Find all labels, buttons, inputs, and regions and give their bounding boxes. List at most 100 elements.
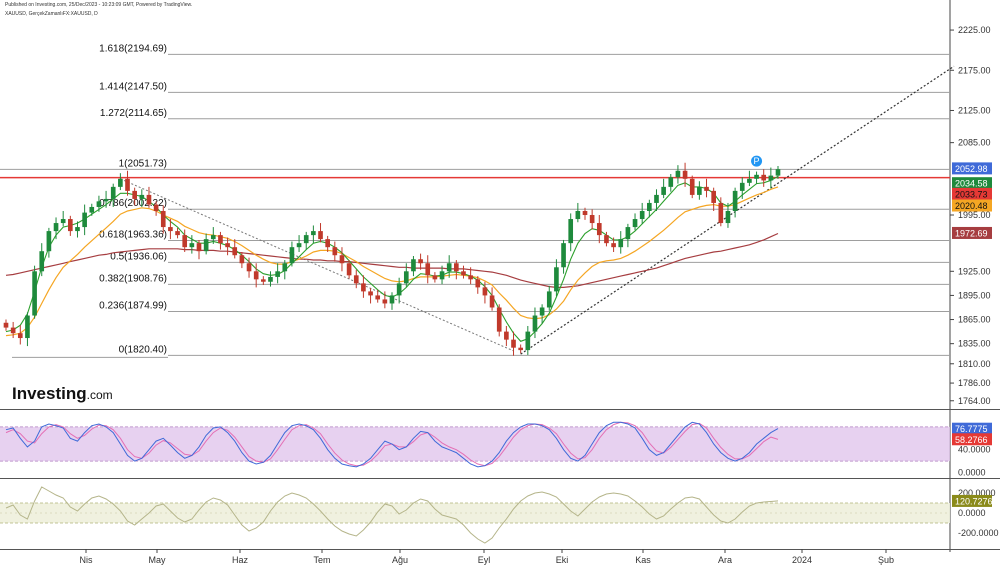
time-tick-label: Kas: [635, 555, 651, 565]
candle-body: [296, 243, 302, 248]
logo-domain: .com: [86, 388, 113, 402]
time-tick-label: May: [148, 555, 166, 565]
candle-body: [647, 202, 652, 211]
stoch-readout-bg: [952, 422, 992, 435]
candle-body: [411, 259, 416, 272]
cci-pane: [0, 486, 950, 544]
candle-body: [682, 170, 688, 179]
time-tick-label: Eki: [556, 555, 569, 565]
candle-body: [446, 263, 452, 272]
candle-body: [346, 263, 352, 276]
candle-body: [775, 169, 781, 176]
cci-tick-label: 200.0000: [958, 488, 996, 498]
price-tick-label: 1925.00: [958, 266, 991, 276]
candle-body: [10, 327, 16, 334]
candle-body: [332, 247, 338, 256]
candle-body: [396, 283, 402, 296]
candle-body: [675, 170, 681, 178]
candle-body: [546, 291, 552, 308]
logo-wordmark: Investing: [12, 384, 87, 403]
ema-slow-line: [5, 232, 779, 288]
candle-body: [146, 194, 152, 205]
candle-body: [289, 247, 295, 264]
symbol-title: XAUUSD, GerçekZamanlıFX:XAUUSD, D: [5, 11, 98, 17]
candle-body: [182, 235, 188, 248]
candle-body: [668, 177, 674, 187]
candle-body: [275, 271, 280, 277]
candle-body: [718, 202, 724, 224]
candle-body: [454, 263, 459, 272]
stoch-readout: 76.7775: [955, 424, 988, 434]
candle-body: [225, 243, 230, 248]
candle-body: [110, 186, 116, 199]
candle-body: [325, 239, 330, 248]
cci-readout: 120.7276: [955, 496, 993, 506]
candle-body: [439, 271, 445, 280]
candle-body: [160, 210, 166, 228]
candle-body: [3, 322, 9, 328]
candle-body: [632, 219, 638, 228]
candle-body: [368, 291, 373, 296]
time-tick-label: Şub: [878, 555, 894, 565]
cci-tick-label: 0.0000: [958, 508, 986, 518]
candle-body: [75, 227, 80, 232]
candle-body: [311, 231, 316, 236]
candle-body: [589, 215, 595, 224]
stoch-tick-label: 0.0000: [958, 468, 986, 478]
candle-body: [232, 247, 238, 256]
candle-body: [661, 186, 666, 195]
candle-body: [361, 283, 366, 292]
candle-body: [732, 190, 738, 211]
fib-label: 0(1820.40): [119, 344, 167, 355]
candle-body: [218, 235, 223, 244]
candle-body: [389, 295, 395, 304]
candle-body: [618, 239, 624, 248]
candle-body: [761, 174, 767, 181]
candle-body: [561, 243, 566, 268]
cci-readout-bg: [952, 494, 992, 507]
fib-label: 1.414(2147.50): [99, 81, 167, 92]
time-axis: Nis May Haz Tem Ağu Eyl Eki Kas Ara 2024 Şub: [80, 549, 894, 565]
trend-lines: [120, 65, 955, 355]
price-tag-bg: [952, 187, 992, 200]
candle-body: [482, 287, 488, 296]
candle-body: [168, 227, 173, 232]
fib-label: 0.5(1936.06): [110, 251, 167, 262]
candle-body: [268, 276, 273, 282]
candle-body: [511, 339, 516, 348]
cci-line: [5, 486, 779, 544]
candle-body: [318, 231, 323, 240]
price-tick-label: 1786.00: [958, 378, 991, 388]
stoch-tick-label: 40.0000: [958, 445, 991, 455]
fib-label: 0.786(2002.22): [99, 198, 167, 209]
candle-body: [518, 347, 523, 351]
candle-body: [725, 210, 731, 224]
candle-body: [39, 251, 45, 272]
candle-body: [625, 227, 631, 240]
candle-body: [468, 275, 473, 280]
candle-body: [261, 279, 266, 282]
candle-body: [32, 271, 37, 316]
time-tick-label: Nis: [80, 555, 93, 565]
candle-body: [475, 279, 481, 288]
candle-body: [189, 243, 195, 248]
candle-body: [46, 231, 52, 252]
price-tick-label: 1810.00: [958, 359, 991, 369]
candle-body: [175, 231, 180, 236]
fibonacci-levels: 1.618(2194.69) 1.414(2147.50) 1.272(2114.6…: [0, 43, 950, 358]
candle-body: [153, 204, 159, 211]
candle-body: [532, 315, 538, 332]
candle-body: [60, 219, 66, 224]
time-tick-label: Eyl: [478, 555, 491, 565]
price-tag: 2052.98: [955, 164, 988, 174]
candle-body: [282, 263, 288, 272]
candle-body: [68, 219, 73, 232]
candle-body: [17, 333, 23, 339]
fib-label: 1.272(2114.65): [100, 108, 167, 119]
candle-body: [554, 267, 559, 292]
candle-body: [768, 175, 774, 181]
time-tick-label: Ara: [718, 555, 732, 565]
candle-body: [568, 219, 574, 244]
price-tick-label: 2225.00: [958, 25, 991, 35]
